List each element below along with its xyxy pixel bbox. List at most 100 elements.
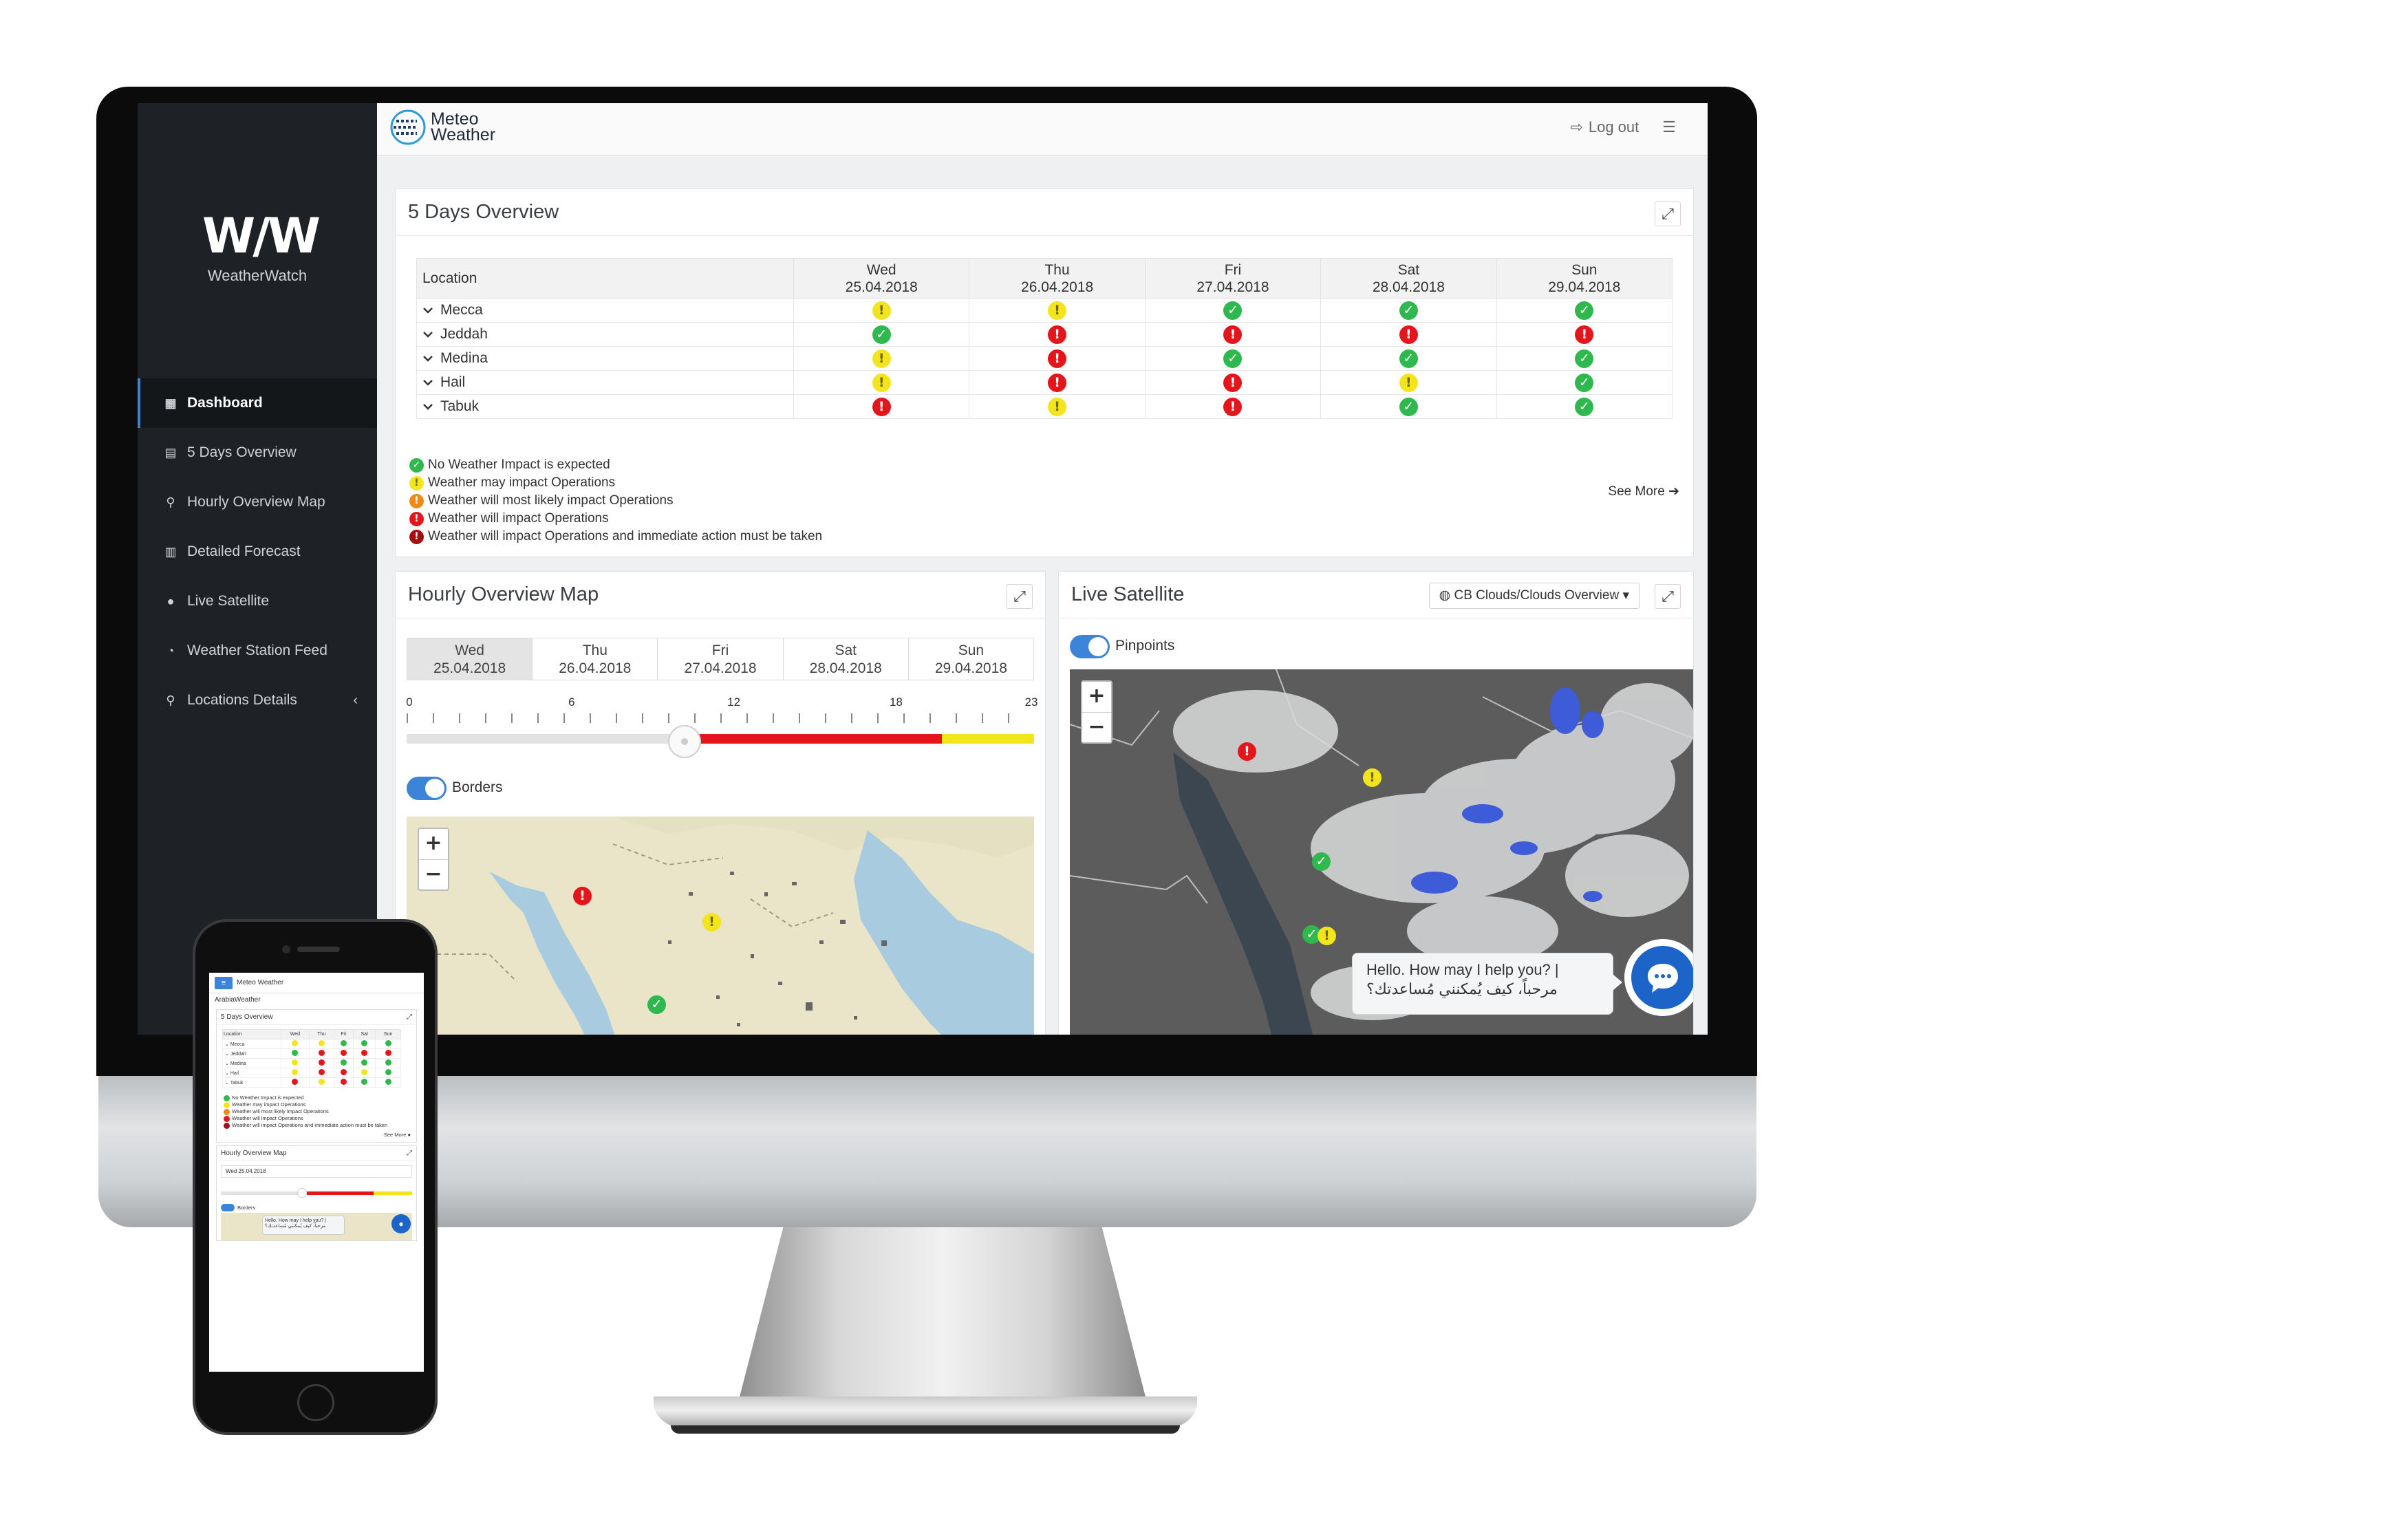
tab-day-thu[interactable]: Thu 26.04.2018 bbox=[533, 638, 658, 680]
table-row[interactable]: Medina!! ✓ ✓ ✓ bbox=[416, 346, 1673, 371]
chat-button[interactable] bbox=[1624, 939, 1693, 1016]
zoom-in-button[interactable]: + bbox=[1088, 684, 1106, 708]
impact-green-icon bbox=[385, 1069, 391, 1075]
meteo-weather-logo[interactable]: Meteo Weather bbox=[389, 109, 495, 146]
map-pin-yellow[interactable]: ! bbox=[1363, 768, 1382, 787]
column-header-day: Fri 27.04.2018 bbox=[1144, 258, 1322, 299]
table-row[interactable]: Tabuk!!! ✓ ✓ bbox=[416, 394, 1673, 419]
impact-green-icon: ✓ bbox=[1399, 397, 1418, 416]
sidebar-item-weather-station-feed[interactable]: ◔ Weather Station Feed bbox=[138, 626, 377, 676]
impact-cell: ! bbox=[1320, 370, 1497, 395]
layer-select-value: CB Clouds/Clouds Overview bbox=[1454, 588, 1620, 603]
impact-green-icon bbox=[224, 1094, 230, 1101]
table-row[interactable]: Jeddah ✓!!!! bbox=[416, 322, 1673, 347]
sidebar-item-5-days-overview[interactable]: ▤ 5 Days Overview bbox=[138, 428, 377, 477]
column-header-day: Fri bbox=[333, 1029, 354, 1039]
impact-cell: ✓ bbox=[1320, 298, 1497, 323]
map-pin-red[interactable]: ! bbox=[1238, 742, 1256, 761]
impact-cell bbox=[333, 1048, 354, 1059]
map-pin-green[interactable]: ✓ bbox=[647, 995, 666, 1014]
expand-icon[interactable]: ⤢ bbox=[1655, 202, 1681, 226]
location-cell[interactable]: ⌄ Mecca bbox=[222, 1039, 281, 1049]
sidebar-item-detailed-forecast[interactable]: ▥ Detailed Forecast bbox=[138, 527, 377, 576]
list-icon[interactable]: ☰ bbox=[1662, 118, 1676, 136]
sidebar-item-live-satellite[interactable]: ● Live Satellite bbox=[138, 576, 377, 626]
map-pin-yellow[interactable]: ! bbox=[1318, 927, 1336, 945]
tab-day-sat[interactable]: Sat 28.04.2018 bbox=[784, 638, 909, 680]
impact-green-icon bbox=[361, 1040, 368, 1046]
sidebar-item-locations-details[interactable]: ⚲ Locations Details ‹ bbox=[138, 676, 377, 725]
satellite-map[interactable]: + − ! ! ✓ ✓ ! Hello. How may I help you?… bbox=[1070, 669, 1693, 1035]
column-header-day: Wed bbox=[280, 1029, 310, 1039]
hour-label: 23 bbox=[1024, 695, 1038, 709]
impact-red-icon bbox=[340, 1050, 347, 1056]
location-cell[interactable]: ⌄ Tabuk bbox=[222, 1077, 281, 1088]
impact-cell: ! bbox=[793, 370, 970, 395]
impact-yellow-icon bbox=[318, 1079, 325, 1085]
expand-icon[interactable]: ⤢ bbox=[1007, 584, 1033, 609]
table-row[interactable]: ⌄ Hail bbox=[222, 1068, 401, 1078]
map-pin-red[interactable]: ! bbox=[573, 887, 592, 905]
impact-red-icon bbox=[340, 1079, 347, 1085]
column-header-location: Location bbox=[416, 258, 794, 299]
impact-cell bbox=[353, 1058, 376, 1068]
location-cell[interactable]: Tabuk bbox=[416, 394, 794, 419]
impact-red-icon bbox=[318, 1059, 325, 1066]
tab-day-sun[interactable]: Sun 29.04.2018 bbox=[934, 643, 1007, 676]
table-row[interactable]: ⌄ Medina bbox=[222, 1058, 401, 1068]
expand-icon[interactable]: ⤢ bbox=[1655, 584, 1681, 609]
expand-icon[interactable]: ⤢ bbox=[407, 1150, 412, 1157]
menu-icon[interactable]: ≡ bbox=[215, 976, 233, 989]
hour-scale: 0 6 12 18 23 bbox=[406, 695, 1038, 712]
impact-cell bbox=[375, 1068, 401, 1078]
tab-day-fri[interactable]: Fri 27.04.2018 bbox=[658, 638, 784, 680]
location-cell[interactable]: ⌄ Jeddah bbox=[222, 1048, 281, 1059]
chevron-down-icon bbox=[423, 308, 433, 314]
sidebar-item-dashboard[interactable]: ▦ Dashboard bbox=[138, 378, 377, 428]
app-logo[interactable]: W/W WeatherWatch bbox=[138, 103, 377, 378]
sidebar-item-hourly-overview-map[interactable]: ⚲ Hourly Overview Map bbox=[138, 477, 377, 527]
layer-select[interactable]: ◍ CB Clouds/Clouds Overview ▾ bbox=[1428, 583, 1640, 609]
table-row[interactable]: ⌄ Tabuk bbox=[222, 1077, 401, 1088]
phone-day-select[interactable]: Wed 25.04.2018 bbox=[221, 1165, 412, 1178]
location-cell[interactable]: Mecca bbox=[416, 298, 794, 323]
phone-hour-slider[interactable] bbox=[221, 1182, 412, 1202]
hour-slider-handle[interactable] bbox=[668, 725, 701, 758]
logout-label: Log out bbox=[1588, 118, 1640, 136]
legend-item: ! Weather will impact Operations bbox=[409, 510, 822, 528]
chat-button[interactable]: ● bbox=[391, 1214, 411, 1233]
pinpoints-toggle[interactable] bbox=[1070, 635, 1110, 658]
map-pin-green[interactable]: ✓ bbox=[1312, 852, 1331, 871]
impact-green-icon bbox=[385, 1059, 391, 1066]
zoom-out-button[interactable]: − bbox=[1082, 712, 1111, 742]
hourly-map[interactable]: + − ! ! ✓ bbox=[407, 817, 1034, 1035]
desktop-screen: W/W WeatherWatch ▦ Dashboard ▤ 5 Days Ov… bbox=[138, 103, 1708, 1035]
tab-day-wed[interactable]: Wed 25.04.2018 bbox=[407, 638, 533, 680]
table-row[interactable]: Hail!!!! ✓ bbox=[416, 370, 1673, 395]
phone-screen: ≡ Meteo Weather ArabiaWeather 5 Days Ove… bbox=[209, 973, 424, 1372]
table-row[interactable]: Mecca!! ✓ ✓ ✓ bbox=[416, 298, 1673, 323]
table-row[interactable]: ⌄ Jeddah bbox=[222, 1048, 401, 1059]
location-cell[interactable]: ⌄ Medina bbox=[222, 1058, 281, 1068]
logout-button[interactable]: ⇨ Log out bbox=[1570, 118, 1639, 136]
impact-red-icon: ! bbox=[1575, 325, 1594, 344]
impact-cell: ! bbox=[793, 346, 970, 371]
see-more-link[interactable]: See More ➔ bbox=[1608, 484, 1679, 499]
borders-toggle[interactable] bbox=[221, 1204, 235, 1211]
borders-toggle[interactable] bbox=[407, 777, 447, 800]
zoom-out-button[interactable]: − bbox=[419, 859, 448, 889]
phone-home-button[interactable] bbox=[297, 1384, 334, 1421]
phone-hourly-map[interactable]: Hello. How may I help you? | مرحباً، كيف… bbox=[221, 1213, 412, 1240]
location-cell[interactable]: Medina bbox=[416, 346, 794, 371]
table-row[interactable]: ⌄ Mecca bbox=[222, 1039, 401, 1049]
zoom-in-button[interactable]: + bbox=[424, 831, 442, 855]
location-cell[interactable]: Hail bbox=[416, 370, 794, 395]
location-cell[interactable]: ⌄ Hail bbox=[222, 1068, 281, 1078]
map-pin-yellow[interactable]: ! bbox=[702, 913, 721, 931]
see-more-link[interactable]: See More ● bbox=[383, 1132, 411, 1138]
panel-title: 5 Days Overview bbox=[396, 189, 1693, 236]
location-cell[interactable]: Jeddah bbox=[416, 322, 794, 347]
impact-cell: ! bbox=[1144, 322, 1322, 347]
impact-cell: ! bbox=[969, 370, 1146, 395]
expand-icon[interactable]: ⤢ bbox=[407, 1013, 412, 1021]
